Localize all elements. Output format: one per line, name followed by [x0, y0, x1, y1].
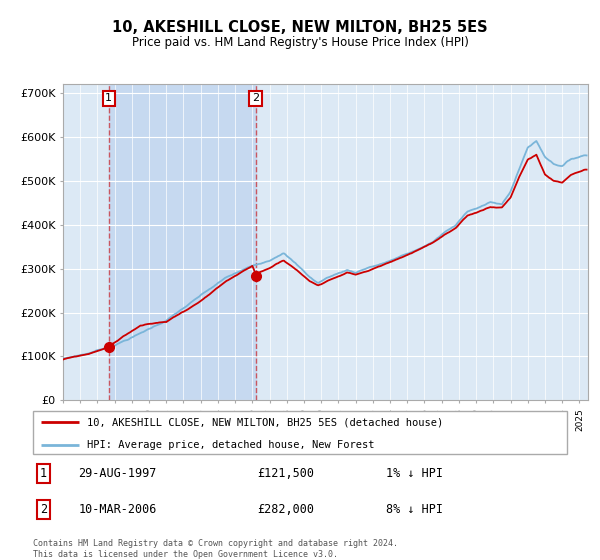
Text: HPI: Average price, detached house, New Forest: HPI: Average price, detached house, New …	[86, 440, 374, 450]
Text: 29-AUG-1997: 29-AUG-1997	[79, 467, 157, 480]
Bar	[109, 84, 256, 400]
Text: 2: 2	[40, 503, 47, 516]
Text: 8% ↓ HPI: 8% ↓ HPI	[386, 503, 443, 516]
Text: Contains HM Land Registry data © Crown copyright and database right 2024.
This d: Contains HM Land Registry data © Crown c…	[33, 539, 398, 559]
Text: 1% ↓ HPI: 1% ↓ HPI	[386, 467, 443, 480]
Text: 1: 1	[105, 94, 112, 104]
Text: 10-MAR-2006: 10-MAR-2006	[79, 503, 157, 516]
Text: 10, AKESHILL CLOSE, NEW MILTON, BH25 5ES: 10, AKESHILL CLOSE, NEW MILTON, BH25 5ES	[112, 20, 488, 35]
Text: £121,500: £121,500	[257, 467, 314, 480]
FancyBboxPatch shape	[33, 411, 568, 454]
Text: £282,000: £282,000	[257, 503, 314, 516]
Text: 10, AKESHILL CLOSE, NEW MILTON, BH25 5ES (detached house): 10, AKESHILL CLOSE, NEW MILTON, BH25 5ES…	[86, 417, 443, 427]
Text: Price paid vs. HM Land Registry's House Price Index (HPI): Price paid vs. HM Land Registry's House …	[131, 36, 469, 49]
Text: 2: 2	[252, 94, 259, 104]
Text: 1: 1	[40, 467, 47, 480]
